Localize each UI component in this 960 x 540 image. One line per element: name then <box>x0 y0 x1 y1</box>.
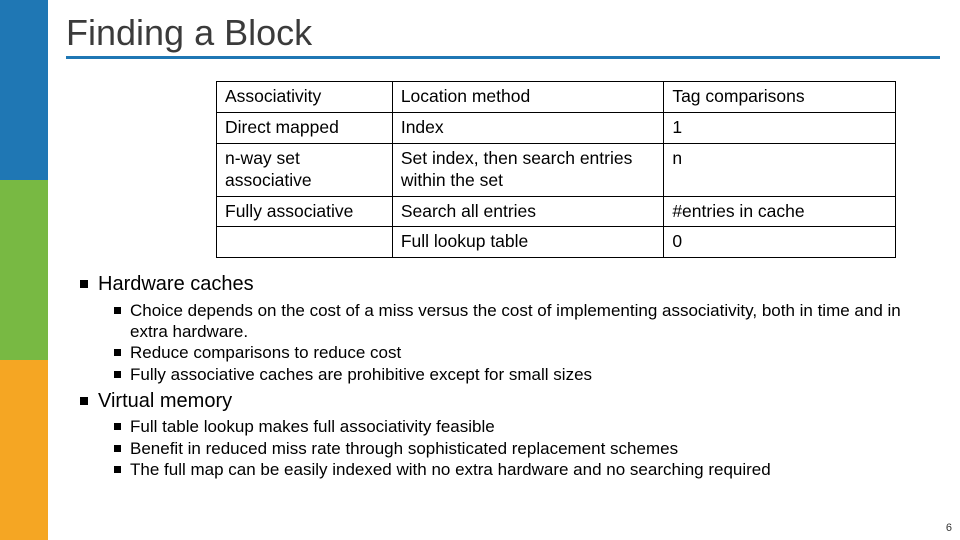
table-row: AssociativityLocation methodTag comparis… <box>217 82 896 113</box>
table-cell: Search all entries <box>392 196 663 227</box>
table-cell: Full lookup table <box>392 227 663 258</box>
sub-bullet-item: Fully associative caches are prohibitive… <box>114 364 940 385</box>
bullet-item: Hardware caches <box>80 272 940 298</box>
table-cell: 1 <box>664 112 896 143</box>
table-cell: 0 <box>664 227 896 258</box>
table-cell: Associativity <box>217 82 393 113</box>
table-cell: n-way set associative <box>217 143 393 196</box>
table-row: Full lookup table0 <box>217 227 896 258</box>
page-number: 6 <box>946 522 952 534</box>
table-container: AssociativityLocation methodTag comparis… <box>216 81 896 258</box>
table-cell <box>217 227 393 258</box>
slide-content: Finding a Block AssociativityLocation me… <box>48 0 960 540</box>
table-cell: Direct mapped <box>217 112 393 143</box>
bullet-text: Virtual memory <box>98 390 232 412</box>
bullet-item: Virtual memory <box>80 389 940 415</box>
table-cell: Location method <box>392 82 663 113</box>
table-cell: #entries in cache <box>664 196 896 227</box>
table-row: Direct mappedIndex1 <box>217 112 896 143</box>
sidebar-seg-top <box>0 0 48 180</box>
table-cell: n <box>664 143 896 196</box>
table-row: n-way set associativeSet index, then sea… <box>217 143 896 196</box>
sub-bullet-item: Reduce comparisons to reduce cost <box>114 342 940 363</box>
sub-bullet-list: Full table lookup makes full associativi… <box>80 416 940 480</box>
table-cell: Index <box>392 112 663 143</box>
table-row: Fully associativeSearch all entries#entr… <box>217 196 896 227</box>
sidebar-seg-mid <box>0 180 48 360</box>
title-underline <box>66 56 940 59</box>
table-cell: Tag comparisons <box>664 82 896 113</box>
sub-bullet-item: Benefit in reduced miss rate through sop… <box>114 438 940 459</box>
table-cell: Set index, then search entries within th… <box>392 143 663 196</box>
sub-bullet-item: Choice depends on the cost of a miss ver… <box>114 300 940 343</box>
sub-bullet-list: Choice depends on the cost of a miss ver… <box>80 300 940 385</box>
sidebar-seg-bot <box>0 360 48 540</box>
left-color-bar <box>0 0 48 540</box>
associativity-table: AssociativityLocation methodTag comparis… <box>216 81 896 258</box>
table-cell: Fully associative <box>217 196 393 227</box>
page-title: Finding a Block <box>66 8 940 56</box>
sub-bullet-item: The full map can be easily indexed with … <box>114 459 940 480</box>
bullet-list: Hardware caches Choice depends on the cos… <box>66 272 940 480</box>
sub-bullet-item: Full table lookup makes full associativi… <box>114 416 940 437</box>
bullet-text: Hardware caches <box>98 273 254 295</box>
